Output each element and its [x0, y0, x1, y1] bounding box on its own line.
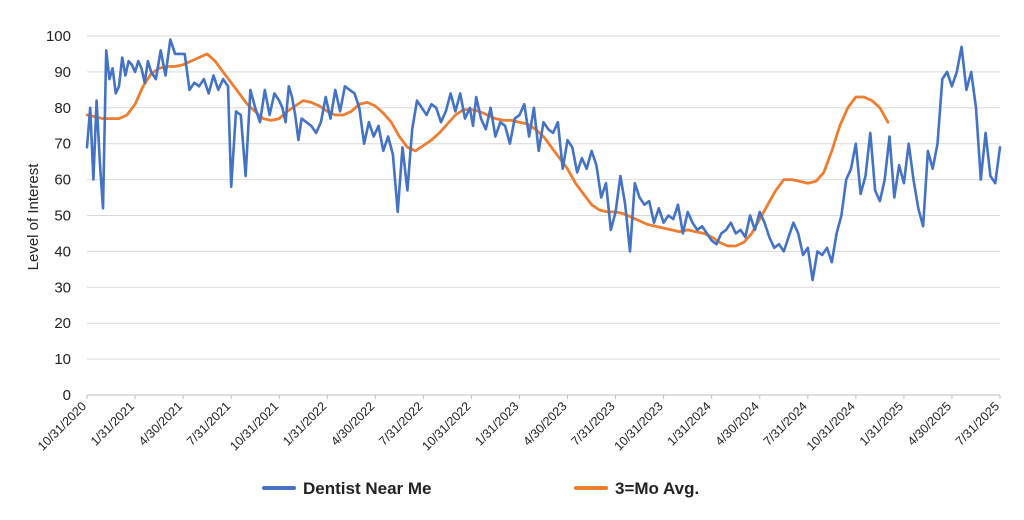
- legend: Dentist Near Me 3=Mo Avg.: [262, 479, 699, 498]
- legend-label: 3=Mo Avg.: [615, 479, 699, 498]
- y-tick-label: 80: [54, 100, 71, 117]
- y-tick-label: 20: [54, 315, 71, 332]
- series-line-dentist-near-me: [85, 38, 1002, 282]
- y-tick-label: 40: [54, 243, 71, 260]
- y-tick-label: 50: [54, 208, 71, 225]
- y-tick-label: 90: [54, 64, 71, 81]
- gridlines: [87, 35, 1000, 396]
- legend-label: Dentist Near Me: [303, 479, 431, 498]
- y-axis-ticks: 0 10 20 30 40 50 60 70 80 90 100: [46, 28, 71, 404]
- y-tick-label: 10: [54, 351, 71, 368]
- series-lines: [85, 38, 1002, 282]
- y-tick-label: 70: [54, 136, 71, 153]
- y-tick-label: 60: [54, 172, 71, 189]
- y-tick-label: 100: [46, 28, 71, 45]
- y-tick-label: 30: [54, 279, 71, 296]
- y-axis-label: Level of Interest: [25, 163, 42, 271]
- y-tick-label: 0: [63, 387, 71, 404]
